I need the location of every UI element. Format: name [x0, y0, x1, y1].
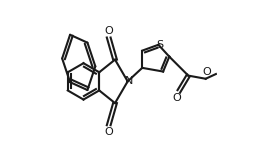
Text: O: O: [202, 67, 211, 77]
Text: O: O: [173, 93, 182, 103]
Text: S: S: [156, 40, 164, 50]
Text: N: N: [125, 76, 133, 86]
Text: O: O: [104, 127, 113, 137]
Text: O: O: [104, 26, 113, 36]
